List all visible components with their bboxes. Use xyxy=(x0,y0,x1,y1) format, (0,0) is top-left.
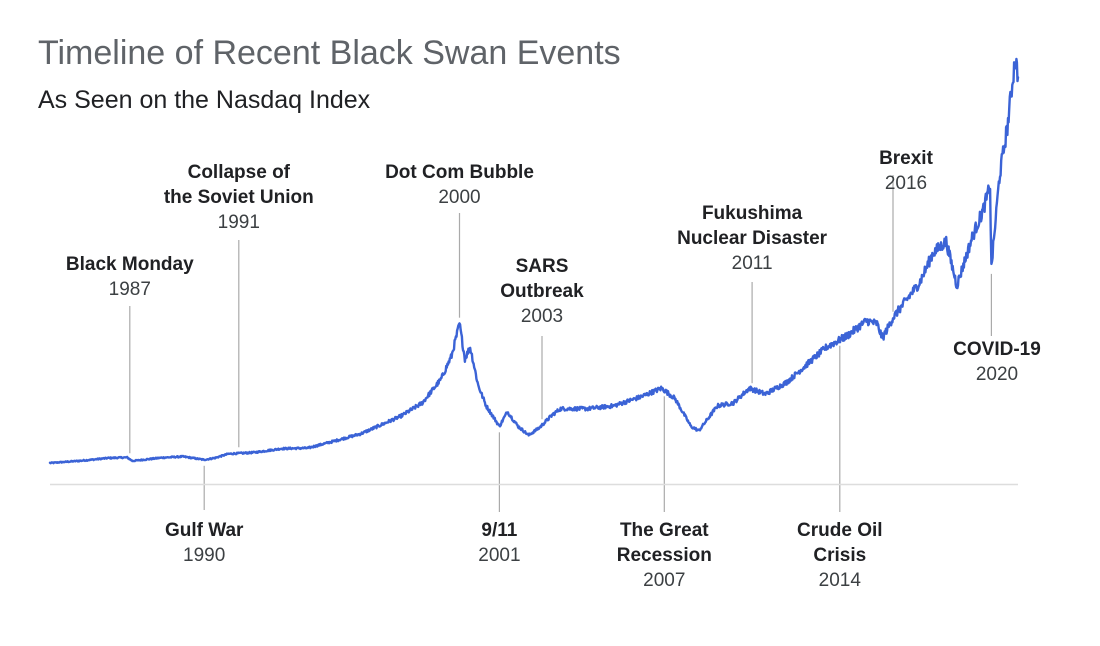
event-name-great-recession: Recession xyxy=(617,545,712,566)
event-name-covid-19: COVID-19 xyxy=(953,339,1041,360)
event-year-fukushima: 2011 xyxy=(732,253,773,274)
event-name-soviet-collapse: the Soviet Union xyxy=(164,187,314,208)
event-year-gulf-war: 1990 xyxy=(183,545,225,566)
chart-subtitle: As Seen on the Nasdaq Index xyxy=(38,86,371,114)
event-year-soviet-collapse: 1991 xyxy=(218,212,260,233)
event-year-sept-11: 2001 xyxy=(478,545,520,566)
event-name-fukushima: Fukushima xyxy=(702,203,803,224)
event-labels: Black Monday 1987 Gulf War 1990 Collapse of t… xyxy=(66,148,1041,591)
event-name-fukushima: Nuclear Disaster xyxy=(677,228,828,249)
event-name-sars-outbreak: SARS xyxy=(516,256,569,277)
event-year-covid-19: 2020 xyxy=(976,364,1018,385)
event-name-sept-11: 9/11 xyxy=(481,520,517,541)
event-name-crude-oil-crisis: Crisis xyxy=(813,545,866,566)
event-year-crude-oil-crisis: 2014 xyxy=(819,570,862,591)
event-year-dot-com-bubble: 2000 xyxy=(438,187,480,208)
event-name-crude-oil-crisis: Crude Oil xyxy=(797,520,883,541)
event-name-sars-outbreak: Outbreak xyxy=(500,281,584,302)
event-name-great-recession: The Great xyxy=(620,520,709,541)
chart-title: Timeline of Recent Black Swan Events xyxy=(38,34,621,72)
event-year-great-recession: 2007 xyxy=(643,570,685,591)
event-name-gulf-war: Gulf War xyxy=(165,520,244,541)
event-name-soviet-collapse: Collapse of xyxy=(188,162,291,183)
event-year-sars-outbreak: 2003 xyxy=(521,306,563,327)
nasdaq-series-line xyxy=(48,57,1020,465)
event-name-dot-com-bubble: Dot Com Bubble xyxy=(385,162,534,183)
event-name-black-monday: Black Monday xyxy=(66,254,194,275)
event-year-black-monday: 1987 xyxy=(109,279,151,300)
event-name-brexit: Brexit xyxy=(879,148,934,169)
event-year-brexit: 2016 xyxy=(885,173,927,194)
